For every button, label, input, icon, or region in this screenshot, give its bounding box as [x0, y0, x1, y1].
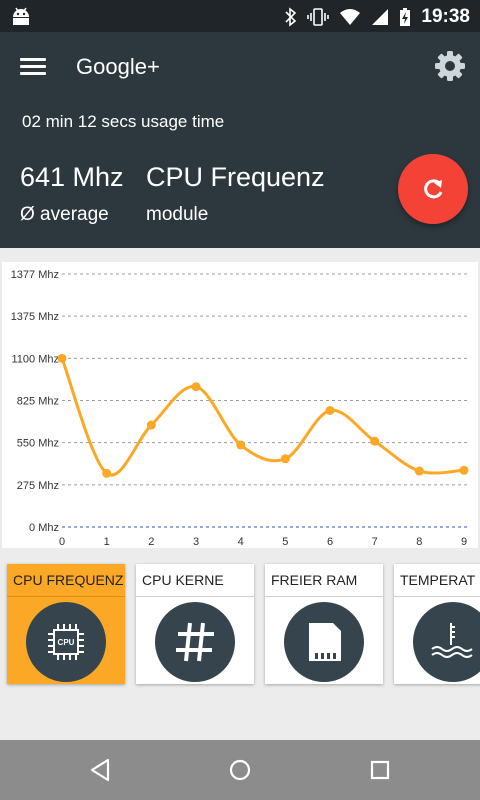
y-tick-label: 825 Mhz — [17, 396, 59, 408]
x-tick-label: 2 — [148, 536, 154, 548]
module-label: module — [146, 204, 209, 225]
tile-label: FREIER RAM — [271, 572, 358, 588]
cpu-icon: CPU — [48, 624, 84, 660]
x-tick-label: 0 — [59, 536, 65, 548]
refresh-icon — [424, 179, 443, 199]
data-point — [102, 468, 112, 478]
y-tick-label: 1375 Mhz — [11, 311, 59, 323]
sd-card-icon — [309, 623, 341, 661]
status-bar: 19:38 — [0, 0, 480, 32]
temperature-icon — [431, 623, 473, 658]
recents-icon[interactable] — [366, 756, 394, 784]
metric-name: CPU Frequenz — [146, 162, 325, 192]
data-point — [414, 466, 424, 476]
home-icon[interactable] — [226, 756, 254, 784]
hash-icon — [176, 622, 214, 662]
tile-cpu-kerne[interactable]: CPU KERNE — [136, 564, 254, 684]
refresh-button[interactable] — [398, 154, 468, 224]
series-line — [60, 357, 465, 477]
average-value: 641 Mhz — [20, 162, 124, 192]
x-tick-label: 9 — [461, 536, 467, 548]
data-point — [236, 440, 246, 450]
tile-temperatur[interactable]: TEMPERAT — [394, 564, 480, 684]
menu-button[interactable] — [20, 56, 48, 78]
app-header: Google+ 02 min 12 secs usage time 641 Mh… — [0, 32, 480, 248]
data-point — [191, 382, 201, 392]
data-point — [370, 436, 380, 446]
y-tick-label: 1100 Mhz — [12, 353, 60, 365]
data-point — [459, 465, 469, 475]
x-tick-label: 1 — [104, 536, 110, 548]
module-tiles: CPU FREQUENZ CPU CPU KERNE FREIER RAM — [0, 560, 480, 688]
x-tick-label: 6 — [327, 536, 333, 548]
data-point — [146, 420, 156, 430]
y-tick-label: 1377 Mhz — [11, 269, 59, 281]
bluetooth-icon — [285, 7, 297, 27]
status-time: 19:38 — [421, 6, 470, 27]
signal-icon — [372, 9, 389, 25]
tile-label: CPU KERNE — [142, 572, 224, 588]
x-tick-label: 3 — [193, 536, 199, 548]
y-tick-label: 275 Mhz — [17, 480, 59, 492]
navigation-bar — [0, 740, 480, 800]
data-point — [325, 405, 335, 415]
tile-freier-ram[interactable]: FREIER RAM — [265, 564, 383, 684]
tile-label: CPU FREQUENZ — [13, 572, 124, 588]
x-tick-label: 5 — [282, 536, 288, 548]
y-tick-label: 550 Mhz — [17, 438, 59, 450]
y-tick-label: 0 Mhz — [29, 522, 59, 534]
average-label: Ø average — [20, 204, 109, 225]
battery-charging-icon — [400, 8, 411, 26]
chart-card: 1377 Mhz 1375 Mhz 1100 Mhz 825 Mhz 550 Mhz 27… — [2, 262, 478, 548]
android-icon — [13, 7, 29, 25]
cpu-chip-label: CPU — [58, 638, 75, 647]
x-tick-label: 7 — [372, 536, 378, 548]
data-point — [280, 454, 290, 464]
x-tick-label: 4 — [238, 536, 244, 548]
data-point — [57, 353, 67, 363]
tile-label: TEMPERAT — [400, 572, 476, 588]
app-title: Google+ — [76, 54, 160, 79]
vibrate-icon — [307, 8, 330, 26]
usage-time: 02 min 12 secs usage time — [22, 112, 225, 131]
wifi-icon — [340, 9, 361, 25]
tile-cpu-frequenz[interactable]: CPU FREQUENZ CPU — [7, 564, 125, 684]
gear-icon[interactable] — [434, 50, 466, 82]
x-tick-label: 8 — [416, 536, 422, 548]
back-icon[interactable] — [86, 756, 114, 784]
